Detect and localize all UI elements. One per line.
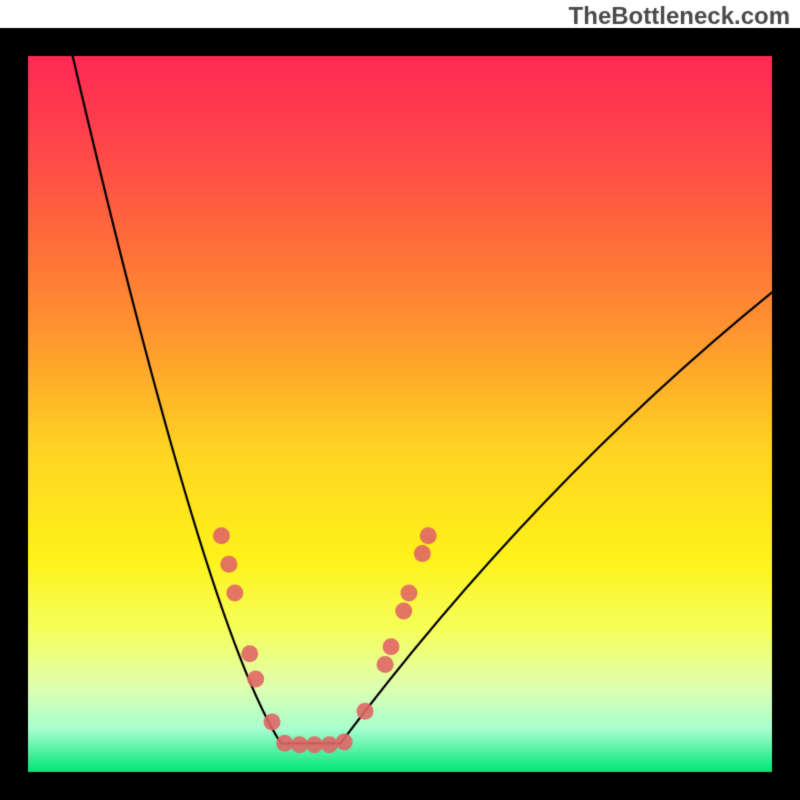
bottleneck-chart (0, 0, 800, 800)
